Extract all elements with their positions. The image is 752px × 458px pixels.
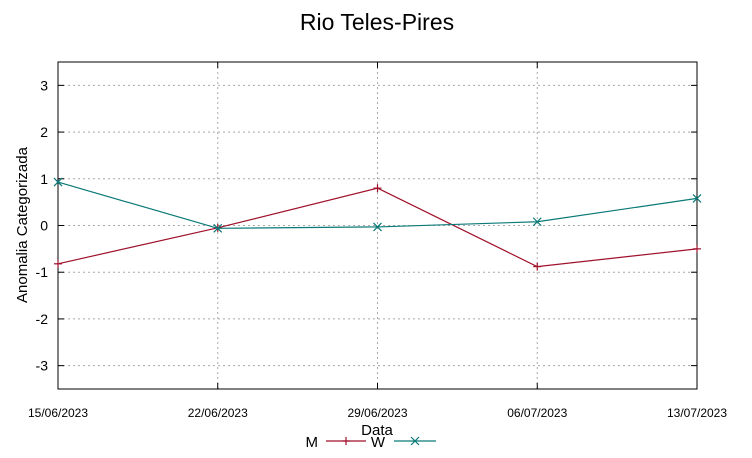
data-point-w xyxy=(692,193,702,203)
legend-marker-w xyxy=(410,436,420,446)
data-point-w xyxy=(213,223,223,233)
x-tick-label: 15/06/2023 xyxy=(28,406,88,420)
y-tick-label: -3 xyxy=(36,358,49,374)
x-tick-label: 06/07/2023 xyxy=(507,406,567,420)
y-tick-label: 1 xyxy=(40,171,48,187)
y-tick-label: -2 xyxy=(36,311,49,327)
data-point-w xyxy=(532,217,542,227)
chart-title: Rio Teles-Pires xyxy=(300,9,454,35)
data-point-w xyxy=(53,177,63,187)
legend-label-w: W xyxy=(371,434,386,451)
data-point-m xyxy=(54,259,62,268)
y-tick-label: -1 xyxy=(36,264,49,280)
x-tick-label: 13/07/2023 xyxy=(667,406,727,420)
y-tick-label: 2 xyxy=(40,124,48,140)
data-point-w xyxy=(373,222,382,232)
grid-lines xyxy=(58,62,697,389)
x-axis-ticks: 15/06/2023 22/06/2023 29/06/2023 06/07/2023… xyxy=(28,62,727,420)
data-point-m xyxy=(533,262,542,271)
legend-label-m: M xyxy=(306,434,319,451)
series-lines xyxy=(53,177,702,271)
data-point-m xyxy=(693,244,701,253)
x-axis-label: Data xyxy=(361,422,393,439)
y-tick-label: 0 xyxy=(40,218,48,234)
data-point-m xyxy=(373,184,382,193)
y-axis-label: Anomalia Categorizada xyxy=(14,146,31,303)
y-tick-label: 3 xyxy=(40,77,48,93)
legend-marker-m xyxy=(342,437,350,445)
x-tick-label: 29/06/2023 xyxy=(347,406,407,420)
x-tick-label: 22/06/2023 xyxy=(188,406,248,420)
y-axis-ticks: -3 -2 -1 0 1 2 3 xyxy=(36,77,697,374)
